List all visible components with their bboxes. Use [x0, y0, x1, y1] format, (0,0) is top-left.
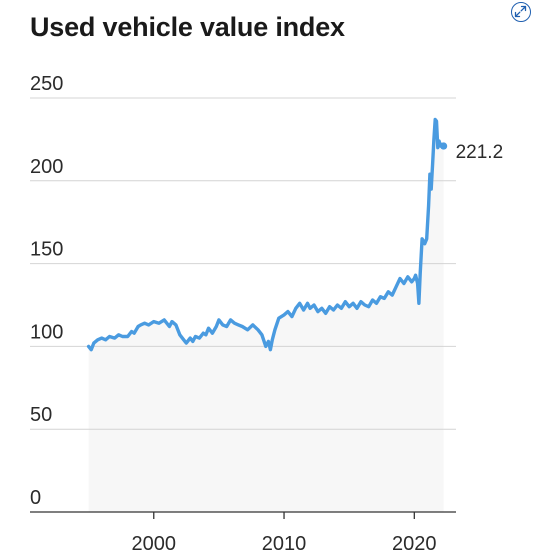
- expand-icon: [514, 5, 527, 18]
- y-tick-label-100: 100: [30, 321, 63, 343]
- end-point: [440, 142, 448, 150]
- expand-button[interactable]: [511, 2, 531, 22]
- series-line: [86, 117, 446, 352]
- y-tick-label-200: 200: [30, 156, 63, 178]
- y-tick-label-0: 0: [30, 487, 41, 509]
- x-tick-label-2000: 2000: [132, 533, 177, 550]
- y-tick-label-250: 250: [30, 73, 63, 95]
- chart-title: Used vehicle value index: [30, 12, 345, 42]
- x-tick-label-2020: 2020: [392, 533, 437, 550]
- area-fill: [88, 119, 444, 512]
- x-tick-label-2010: 2010: [262, 533, 307, 550]
- y-tick-label-50: 50: [30, 404, 52, 426]
- end-value-label: 221.2: [456, 142, 504, 163]
- y-tick-label-150: 150: [30, 239, 63, 261]
